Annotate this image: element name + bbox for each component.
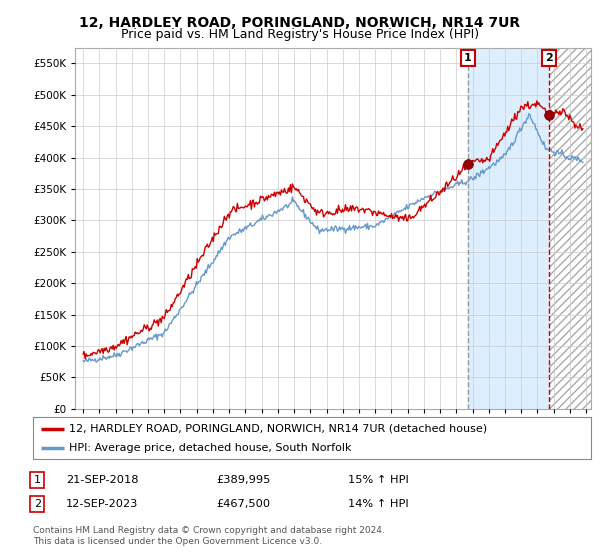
Text: 2: 2 <box>545 53 553 63</box>
Text: Contains HM Land Registry data © Crown copyright and database right 2024.
This d: Contains HM Land Registry data © Crown c… <box>33 526 385 546</box>
Text: 12, HARDLEY ROAD, PORINGLAND, NORWICH, NR14 7UR: 12, HARDLEY ROAD, PORINGLAND, NORWICH, N… <box>79 16 521 30</box>
Bar <box>549 48 600 409</box>
Text: 21-SEP-2018: 21-SEP-2018 <box>66 475 139 485</box>
Text: £467,500: £467,500 <box>216 499 270 509</box>
Text: 14% ↑ HPI: 14% ↑ HPI <box>348 499 409 509</box>
Text: 15% ↑ HPI: 15% ↑ HPI <box>348 475 409 485</box>
Text: 2: 2 <box>34 499 41 509</box>
Text: Price paid vs. HM Land Registry's House Price Index (HPI): Price paid vs. HM Land Registry's House … <box>121 28 479 41</box>
Text: HPI: Average price, detached house, South Norfolk: HPI: Average price, detached house, Sout… <box>69 443 352 453</box>
Text: 1: 1 <box>464 53 472 63</box>
Bar <box>549 48 600 409</box>
Text: 12-SEP-2023: 12-SEP-2023 <box>66 499 139 509</box>
Bar <box>468 48 549 409</box>
Text: 12, HARDLEY ROAD, PORINGLAND, NORWICH, NR14 7UR (detached house): 12, HARDLEY ROAD, PORINGLAND, NORWICH, N… <box>69 423 487 433</box>
Text: £389,995: £389,995 <box>216 475 271 485</box>
Text: 1: 1 <box>34 475 41 485</box>
